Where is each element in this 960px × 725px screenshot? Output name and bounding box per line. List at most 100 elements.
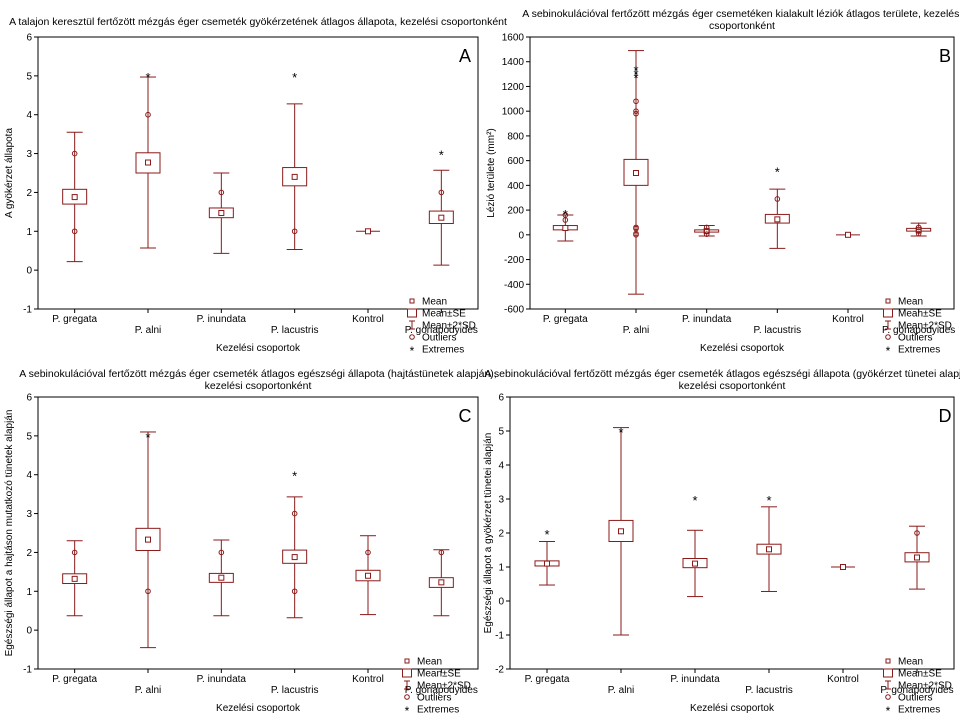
y-tick-label: 1 [26,227,32,238]
y-tick-label: 200 [507,206,524,217]
box-series-kontrol [356,228,380,235]
y-tick-label: 5 [26,71,32,82]
outlier-point [71,150,78,157]
chart-panel-c: A sebinokulációval fertőzött mézgás éger… [4,368,497,718]
mean-marker [544,560,550,567]
y-axis-label: Egészségi állapot a hajtáson mutatkozó t… [4,410,15,657]
chart-title-line: A sebinokulációval fertőzött mézgás éger… [522,8,960,20]
y-tick-label: 0 [26,266,32,277]
outlier-point [914,530,920,536]
box-series-p-inundata [694,224,720,237]
outlier-point [438,549,445,556]
extreme-point: * [544,527,549,542]
outlier-point [145,111,151,118]
outlier-point [218,189,225,196]
mean-marker [145,536,151,543]
panel-letter: A [459,46,471,66]
box-series-p-gregata: * [534,527,560,586]
outlier-point [218,549,225,556]
extreme-point: * [145,70,150,85]
y-tick-label: 6 [26,33,32,44]
outlier-point [633,224,639,231]
legend-extreme-symbol: * [410,344,415,358]
y-tick-label: 1000 [502,107,525,118]
legend-extreme-label: Extremes [898,705,940,716]
outlier-point [633,98,639,105]
outlier-point [438,189,445,196]
legend-outlier-symbol [404,694,410,700]
mean-marker [840,564,846,570]
plot-frame [529,36,955,310]
mean-marker [145,159,151,166]
outlier-point [774,196,781,202]
box-series-p-inundata [208,539,234,617]
legend-outlier-label: Outliers [417,693,451,704]
x-axis-label: Kezelési csoportok [690,703,775,714]
legend-se-symbol [407,308,417,318]
plot-frame [509,396,955,670]
box-series-p-gregata [62,131,88,263]
mean-marker [365,228,371,235]
y-tick-label: 1 [498,563,504,574]
legend-sd-label: Mean±2*SD [898,681,952,692]
chart-panel-b: A sebinokulációval fertőzött mézgás éger… [486,8,960,358]
mean-marker [438,579,445,586]
box-series-p-gonapodyides [428,549,454,617]
legend-outlier-symbol [885,334,891,340]
x-category-label: Kontrol [832,314,864,325]
legend-se-symbol [883,668,893,678]
legend-mean-symbol [885,298,891,304]
legend-se-label: Mean±SE [898,309,942,320]
mean-marker [291,554,298,561]
y-tick-label: 0 [498,597,504,608]
mean-marker [774,216,781,223]
outlier-point [71,228,78,235]
legend-se-symbol [883,308,893,318]
outlier-point [703,228,710,234]
box-series-kontrol [836,231,860,238]
x-category-label: P. gonapodyides [880,685,953,696]
mean-marker [914,554,920,561]
y-tick-label: 3 [26,149,32,160]
y-tick-label: 600 [507,156,524,167]
legend-mean-label: Mean [422,297,447,308]
box-series-kontrol [831,564,855,570]
legend-outlier-symbol [409,334,415,340]
y-tick-label: 2 [26,548,32,559]
y-tick-label: 0 [26,626,32,637]
x-axis-label: Kezelési csoportok [216,343,301,354]
extreme-point: * [292,469,297,484]
y-tick-label: -400 [504,280,524,291]
y-tick-label: 6 [26,393,32,404]
x-category-label: Kontrol [352,674,384,685]
box-series-p-gonapodyides [906,222,932,237]
chart-panel-a: A talajon keresztül fertőzött mézgás ége… [4,16,507,358]
y-tick-label: 1200 [502,82,525,93]
mean-marker [218,210,225,217]
box-series-kontrol [355,535,381,616]
y-tick-label: 4 [26,470,32,481]
y-tick-label: 2 [498,529,504,540]
x-category-label: Kontrol [827,674,859,685]
legend-mean-label: Mean [898,657,923,668]
legend-sd-label: Mean±2*SD [417,681,471,692]
y-tick-label: -2 [495,665,504,676]
mean-marker [633,170,639,176]
legend-se-label: Mean±SE [898,669,942,680]
box-series-p-alni: *** [623,50,649,295]
legend-mean-symbol [885,658,891,664]
legend-extreme-symbol: * [405,704,410,718]
box-series-p-alni: * [608,425,634,636]
x-category-label: P. gregata [525,674,570,685]
extreme-point: * [766,493,771,508]
y-tick-label: 400 [507,181,524,192]
outlier-point [562,212,569,218]
x-category-label: P. gonapodyides [882,325,955,336]
y-axis-label: Egészségi állapot a gyökérzet tünetei al… [483,433,494,634]
legend-outlier-label: Outliers [898,333,932,344]
x-category-label: P. gregata [543,314,588,325]
box-series-p-gregata: * [552,207,578,242]
chart-panel-d: A sebinokulációval fertőzött mézgás éger… [483,368,960,718]
x-category-label: P. lacustris [754,325,802,336]
outlier-point [291,228,298,235]
